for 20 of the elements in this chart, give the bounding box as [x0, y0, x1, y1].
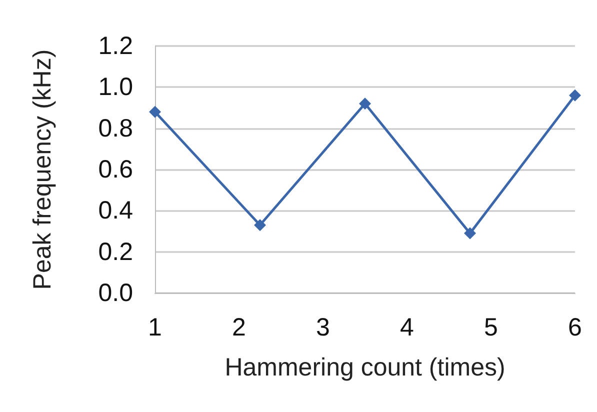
y-tick-label: 1.2 [98, 32, 133, 60]
point [569, 89, 581, 102]
x-tick-label: 6 [568, 314, 582, 342]
x-tick-label: 3 [316, 314, 330, 342]
y-axis-title: Peak frequency (kHz) [28, 49, 56, 290]
point [149, 106, 161, 118]
point [254, 219, 266, 232]
point [359, 98, 371, 110]
x-tick-label: 1 [148, 314, 162, 342]
x-axis-title: Hammering count (times) [224, 354, 506, 382]
x-tick-label: 4 [400, 314, 414, 342]
y-tick-label: 0.4 [98, 196, 134, 225]
y-tick-label: 1.0 [98, 73, 133, 102]
point [464, 227, 476, 240]
y-tick-label: 0.8 [98, 114, 133, 142]
y-tick-label: 0.2 [98, 238, 133, 266]
y-tick-label: 0.6 [98, 156, 133, 184]
x-tick-label: 2 [232, 314, 246, 342]
y-tick-label: 0.0 [98, 279, 133, 307]
x-tick-label: 5 [484, 314, 498, 342]
